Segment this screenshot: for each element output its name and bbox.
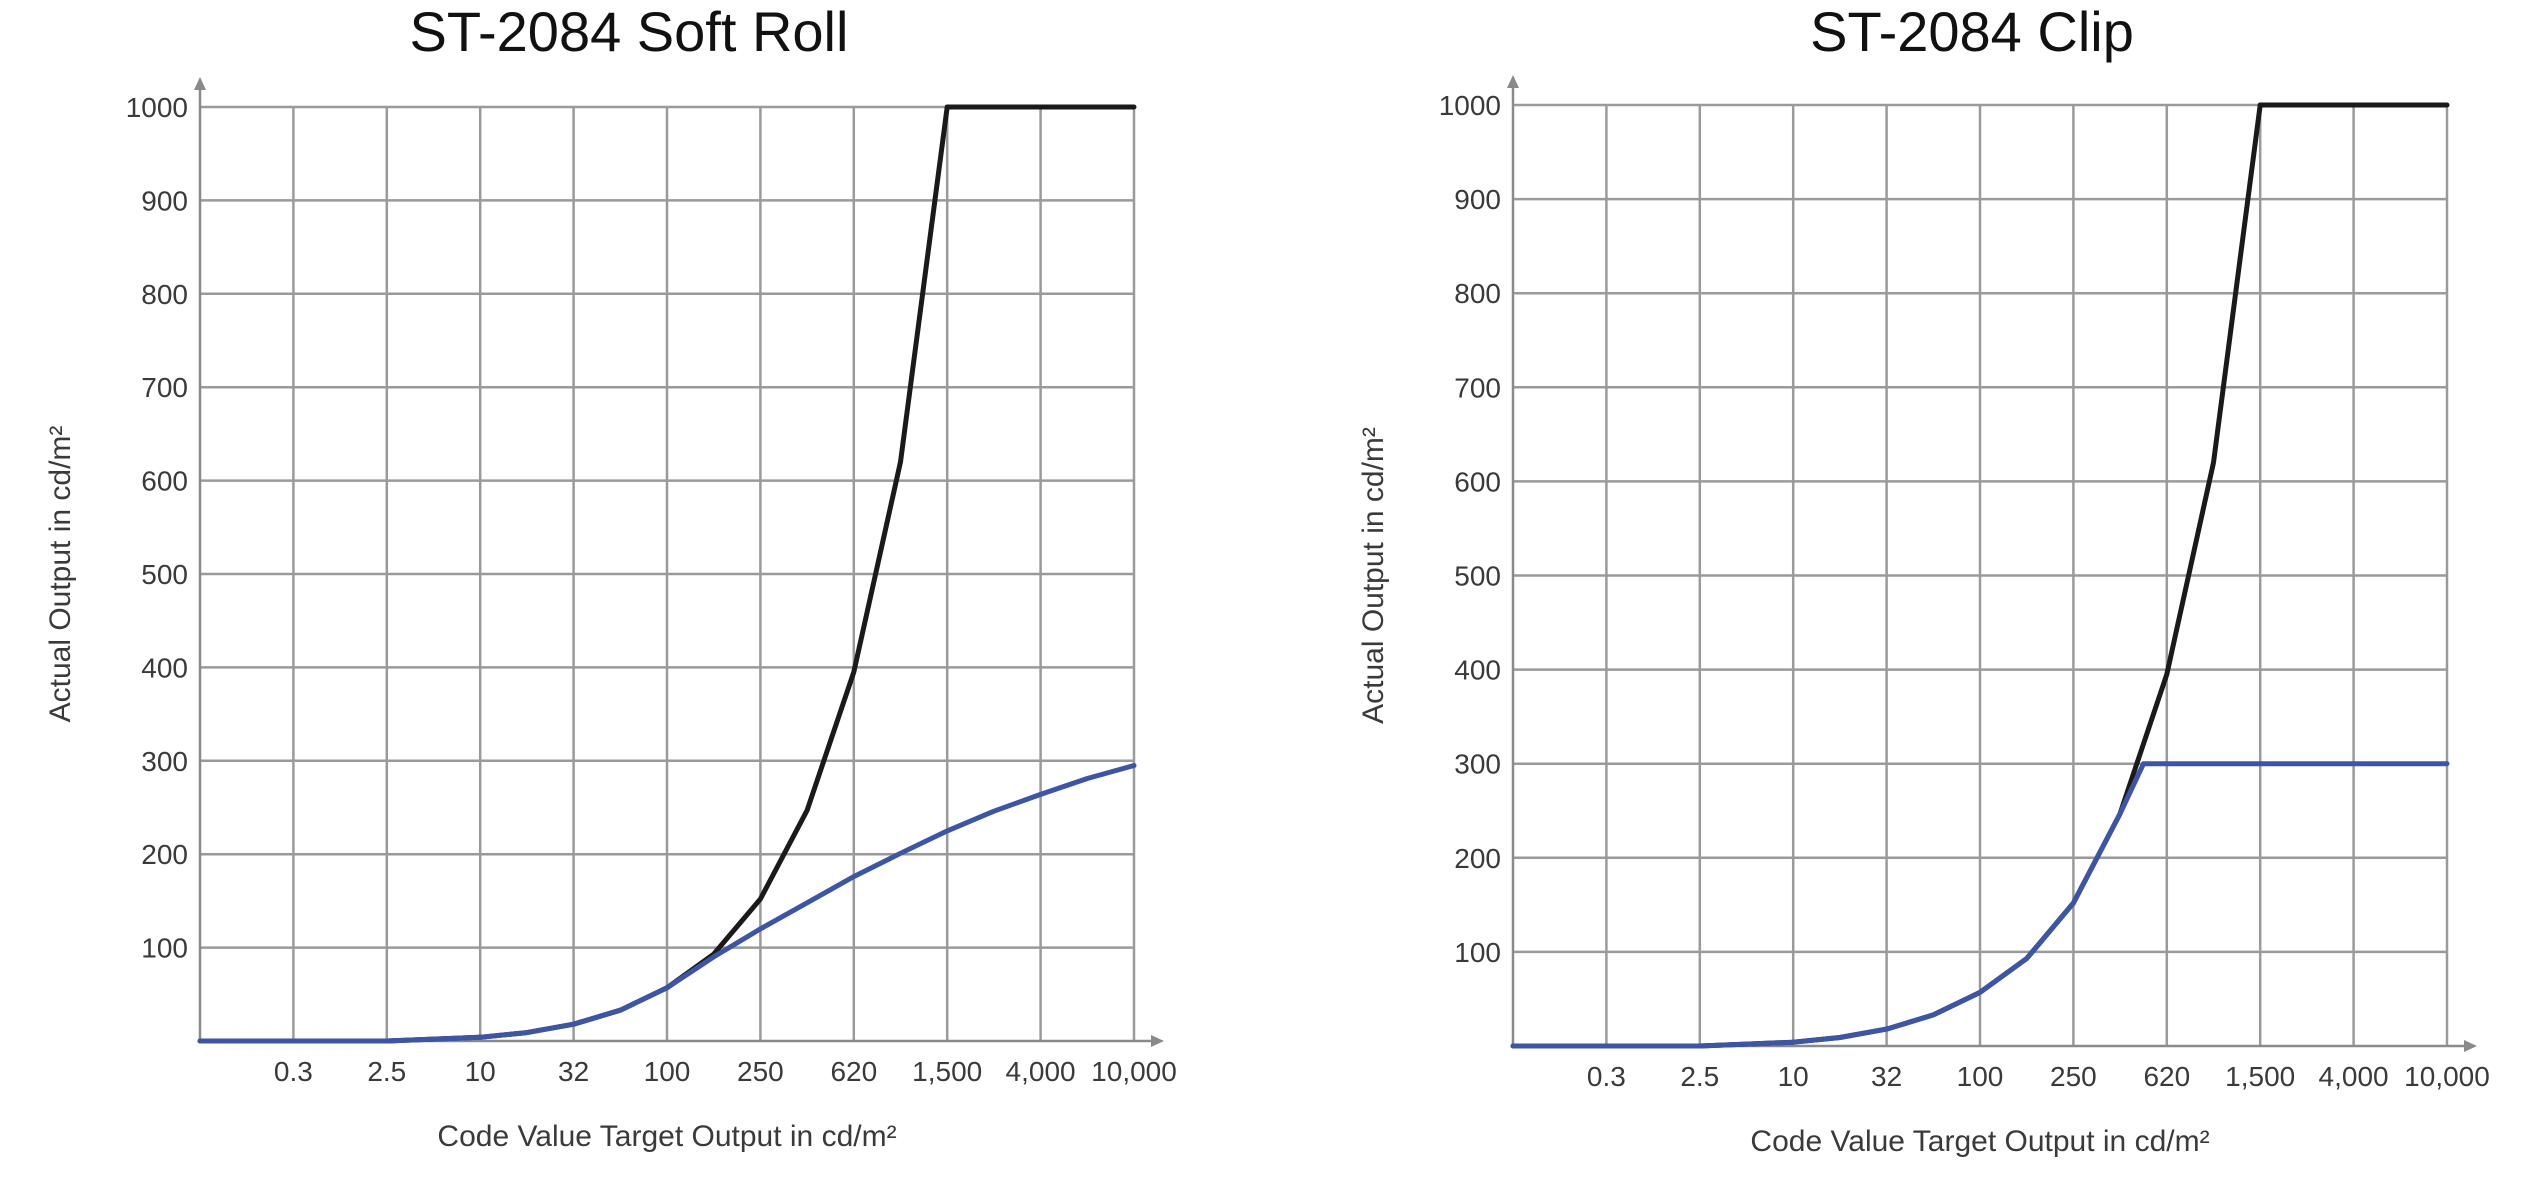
x-tick-label: 250	[2050, 1061, 2097, 1092]
y-tick-label: 900	[1454, 184, 1501, 215]
y-tick-label: 700	[141, 372, 188, 403]
y-tick-label: 400	[141, 652, 188, 683]
x-tick-label: 1,500	[2225, 1061, 2295, 1092]
x-tick-label: 10,000	[2404, 1061, 2490, 1092]
x-axis-label: Code Value Target Output in cd/m²	[437, 1120, 896, 1153]
y-tick-label: 300	[141, 746, 188, 777]
y-tick-label: 400	[1454, 655, 1501, 686]
x-tick-label: 10	[1778, 1061, 1809, 1092]
grid	[200, 105, 1136, 1041]
axes	[1507, 75, 2477, 1052]
y-tick-label: 500	[141, 559, 188, 590]
x-tick-label: 620	[830, 1056, 877, 1087]
chart-title: ST-2084 Clip	[1810, 0, 2134, 63]
x-tick-label: 32	[558, 1056, 589, 1087]
series-line-1	[197, 763, 1137, 1044]
x-tick-label: 4,000	[2319, 1061, 2389, 1092]
y-tick-label: 600	[1454, 466, 1501, 497]
y-tick-label: 300	[1454, 749, 1501, 780]
y-tick-label: 800	[1454, 278, 1501, 309]
chart-title: ST-2084 Soft Roll	[409, 0, 849, 63]
x-tick-label: 10	[465, 1056, 496, 1087]
grid	[1513, 103, 2449, 1046]
y-tick-label: 100	[141, 933, 188, 964]
x-tick-label: 10,000	[1091, 1056, 1177, 1087]
chart-plot: 100 200 300 400 500 600 700 800 900 1000 0.3 2.5 10 3…	[44, 77, 1177, 1153]
x-axis-arrow	[1151, 1035, 1164, 1047]
y-axis-label: Actual Output in cd/m²	[44, 426, 77, 723]
y-axis-label: Actual Output in cd/m²	[1357, 427, 1390, 724]
x-tick-label: 2.5	[367, 1056, 406, 1087]
chart-clip: ST-2084 Clip 100 200 300 400 500 600 700 800 900…	[1263, 0, 2526, 1201]
y-axis-arrow	[194, 77, 206, 90]
chart-soft-roll: ST-2084 Soft Roll 100 200 300 400 500 600 700 8…	[44, 0, 1177, 1153]
y-tick-label: 600	[141, 466, 188, 497]
x-tick-label: 4,000	[1006, 1056, 1076, 1087]
x-axis-arrow	[2464, 1040, 2477, 1052]
y-tick-label: 100	[1454, 937, 1501, 968]
x-tick-label: 100	[644, 1056, 691, 1087]
x-tick-label: 2.5	[1680, 1061, 1719, 1092]
x-tick-label: 0.3	[274, 1056, 313, 1087]
y-axis-arrow	[1507, 75, 1519, 88]
x-tick-label: 0.3	[1587, 1061, 1626, 1092]
x-tick-label: 100	[1957, 1061, 2004, 1092]
y-tick-label: 900	[141, 185, 188, 216]
series-line-1	[1510, 761, 2450, 1049]
y-tick-label: 1000	[126, 92, 188, 123]
x-axis-label: Code Value Target Output in cd/m²	[1750, 1125, 2209, 1158]
y-tick-label: 200	[1454, 843, 1501, 874]
chart-plot: 100 200 300 400 500 600 700 800 900 1000 0.3 2.5 10 3…	[1357, 75, 2490, 1158]
y-tick-label: 800	[141, 279, 188, 310]
x-tick-label: 32	[1871, 1061, 1902, 1092]
x-tick-label: 1,500	[912, 1056, 982, 1087]
axes	[194, 77, 1164, 1047]
y-tick-label: 1000	[1439, 90, 1501, 121]
x-tick-label: 250	[737, 1056, 784, 1087]
y-tick-label: 200	[141, 839, 188, 870]
y-tick-label: 500	[1454, 561, 1501, 592]
x-tick-label: 620	[2143, 1061, 2190, 1092]
y-tick-label: 700	[1454, 372, 1501, 403]
